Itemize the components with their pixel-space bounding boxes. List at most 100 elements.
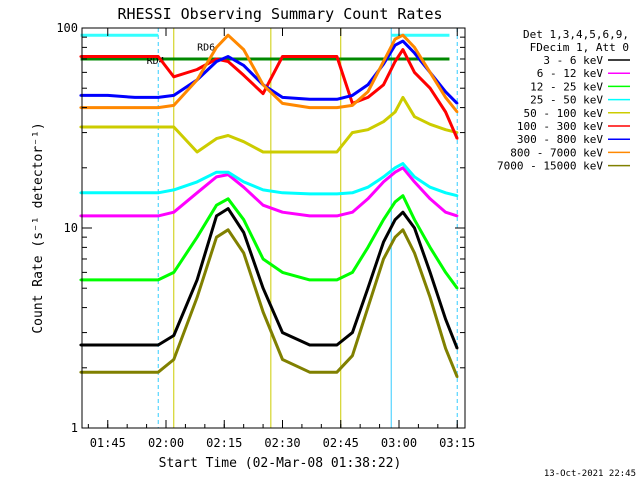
- annotation-rd6: RD6: [197, 43, 215, 54]
- data-point-12-25-kev-13: [351, 271, 354, 274]
- data-point-7000-15000-kev-0: [79, 371, 82, 374]
- series-line-100-300-kev: [80, 48, 459, 140]
- data-point-800-7000-kev-3: [157, 106, 160, 109]
- data-point-100-300-kev-12: [335, 55, 339, 58]
- data-point-12-25-kev-11: [308, 278, 311, 282]
- data-point-50-100-kev-6: [215, 137, 218, 140]
- data-point-12-25-kev-10: [281, 271, 284, 274]
- data-point-25-50-kev-15: [382, 175, 385, 179]
- data-point-25-50-kev-7: [226, 171, 230, 174]
- data-point-25-50-kev-10: [281, 191, 284, 194]
- data-point-300-800-kev-6: [215, 60, 218, 63]
- data-point-25-50-kev-0: [79, 191, 82, 194]
- y-tick-label-0: 1: [71, 421, 78, 435]
- data-point-12-25-kev-19: [428, 246, 432, 249]
- data-point-300-800-kev-1: [106, 94, 109, 97]
- data-point-25-50-kev-6: [215, 171, 218, 174]
- data-point-100-300-kev-4: [172, 75, 175, 79]
- data-point-50-100-kev-1: [106, 125, 109, 129]
- data-point-12-25-kev-16: [393, 200, 397, 204]
- data-point-800-7000-kev-11: [308, 106, 311, 109]
- data-point-50-100-kev-20: [444, 128, 447, 131]
- y-axis-label: Count Rate (s⁻¹ detector⁻¹): [31, 122, 46, 333]
- data-point-3-6-kev-3: [157, 343, 160, 347]
- y-tick-label-1: 10: [64, 221, 78, 235]
- data-point-3-6-kev-7: [226, 207, 230, 210]
- data-point-6-12-kev-16: [393, 171, 397, 174]
- data-point-50-100-kev-15: [382, 120, 385, 123]
- data-point-800-7000-kev-4: [172, 104, 175, 107]
- data-point-3-6-kev-18: [413, 226, 416, 230]
- data-point-800-7000-kev-9: [261, 83, 265, 86]
- data-point-3-6-kev-19: [428, 271, 432, 274]
- series-line-50-100-kev: [80, 95, 458, 154]
- x-tick-label-1: 02:00: [148, 436, 184, 450]
- data-point-6-12-kev-8: [242, 185, 245, 189]
- legend-header-line-2: FDecim 1, Att 0: [530, 41, 629, 54]
- data-point-50-100-kev-4: [172, 125, 175, 129]
- data-point-800-7000-kev-10: [281, 102, 284, 105]
- data-point-100-300-kev-19: [428, 87, 432, 90]
- data-point-7000-15000-kev-5: [195, 296, 199, 299]
- data-point-800-7000-kev-20: [444, 96, 447, 99]
- data-point-800-7000-kev-7: [226, 34, 230, 37]
- data-point-100-300-kev-10: [281, 55, 284, 58]
- data-point-800-7000-kev-1: [106, 106, 109, 109]
- data-point-6-12-kev-13: [351, 210, 354, 214]
- data-point-25-50-kev-3: [157, 191, 160, 194]
- data-point-12-25-kev-20: [444, 271, 447, 274]
- data-point-300-800-kev-18: [413, 51, 416, 55]
- series-line-12-25-kev: [80, 194, 459, 290]
- data-point-3-6-kev-2: [133, 343, 137, 347]
- data-point-3-6-kev-15: [382, 240, 385, 244]
- data-point-3-6-kev-0: [79, 343, 82, 347]
- data-point-6-12-kev-5: [195, 191, 199, 194]
- axes: 01:45 02:00 02:15 02:30 02:45 03:00 03:15 1 10 10…: [56, 21, 475, 450]
- data-point-12-25-kev-6: [215, 204, 218, 207]
- data-point-12-25-kev-7: [226, 197, 230, 200]
- data-point-6-12-kev-10: [281, 210, 284, 214]
- data-point-50-100-kev-13: [351, 131, 354, 134]
- series-line-25-50-kev: [80, 162, 458, 198]
- x-tick-label-3: 02:30: [264, 436, 300, 450]
- data-point-100-300-kev-2: [133, 55, 137, 58]
- data-point-100-300-kev-6: [215, 57, 218, 61]
- data-point-3-6-kev-8: [242, 231, 245, 234]
- legend-label-3-6-kev: 3 - 6 keV: [543, 54, 603, 67]
- footer-date: 13-Oct-2021 22:45: [544, 469, 636, 479]
- data-point-6-12-kev-11: [308, 214, 311, 218]
- x-tick-label-6: 03:15: [439, 436, 475, 450]
- data-point-50-100-kev-18: [413, 115, 416, 118]
- data-point-6-12-kev-18: [413, 180, 416, 184]
- legend-label-7000-15000-kev: 7000 - 15000 keV: [497, 160, 603, 173]
- data-point-300-800-kev-2: [133, 96, 137, 99]
- data-point-7000-15000-kev-16: [393, 235, 397, 239]
- data-point-50-100-kev-8: [242, 140, 245, 143]
- data-point-100-300-kev-17: [401, 48, 405, 51]
- data-point-800-7000-kev-16: [393, 37, 397, 41]
- data-point-800-7000-kev-15: [382, 60, 385, 63]
- data-point-100-300-kev-7: [226, 60, 230, 63]
- data-point-12-25-kev-17: [401, 194, 405, 197]
- data-point-3-6-kev-1: [106, 343, 109, 347]
- data-point-7000-15000-kev-11: [308, 371, 311, 374]
- data-point-3-6-kev-11: [308, 343, 311, 347]
- data-point-3-6-kev-9: [261, 287, 265, 290]
- x-tick-label-2: 02:15: [206, 436, 242, 450]
- data-point-300-800-kev-11: [308, 98, 311, 101]
- data-point-3-6-kev-17: [401, 210, 405, 214]
- series-line-800-7000-kev: [80, 33, 459, 113]
- data-point-6-12-kev-3: [157, 214, 160, 218]
- data-point-25-50-kev-8: [242, 180, 245, 184]
- data-series: [79, 33, 459, 379]
- annotation-rd4: RD4: [147, 56, 165, 67]
- data-point-6-12-kev-4: [172, 210, 175, 214]
- data-point-25-50-kev-17: [401, 162, 405, 165]
- data-point-7000-15000-kev-20: [444, 347, 447, 350]
- data-point-7000-15000-kev-2: [133, 371, 137, 374]
- data-point-300-800-kev-7: [226, 55, 230, 58]
- data-point-50-100-kev-21: [456, 131, 459, 134]
- data-point-800-7000-kev-8: [242, 48, 245, 51]
- data-point-100-300-kev-1: [106, 55, 109, 58]
- data-point-50-100-kev-16: [393, 110, 397, 114]
